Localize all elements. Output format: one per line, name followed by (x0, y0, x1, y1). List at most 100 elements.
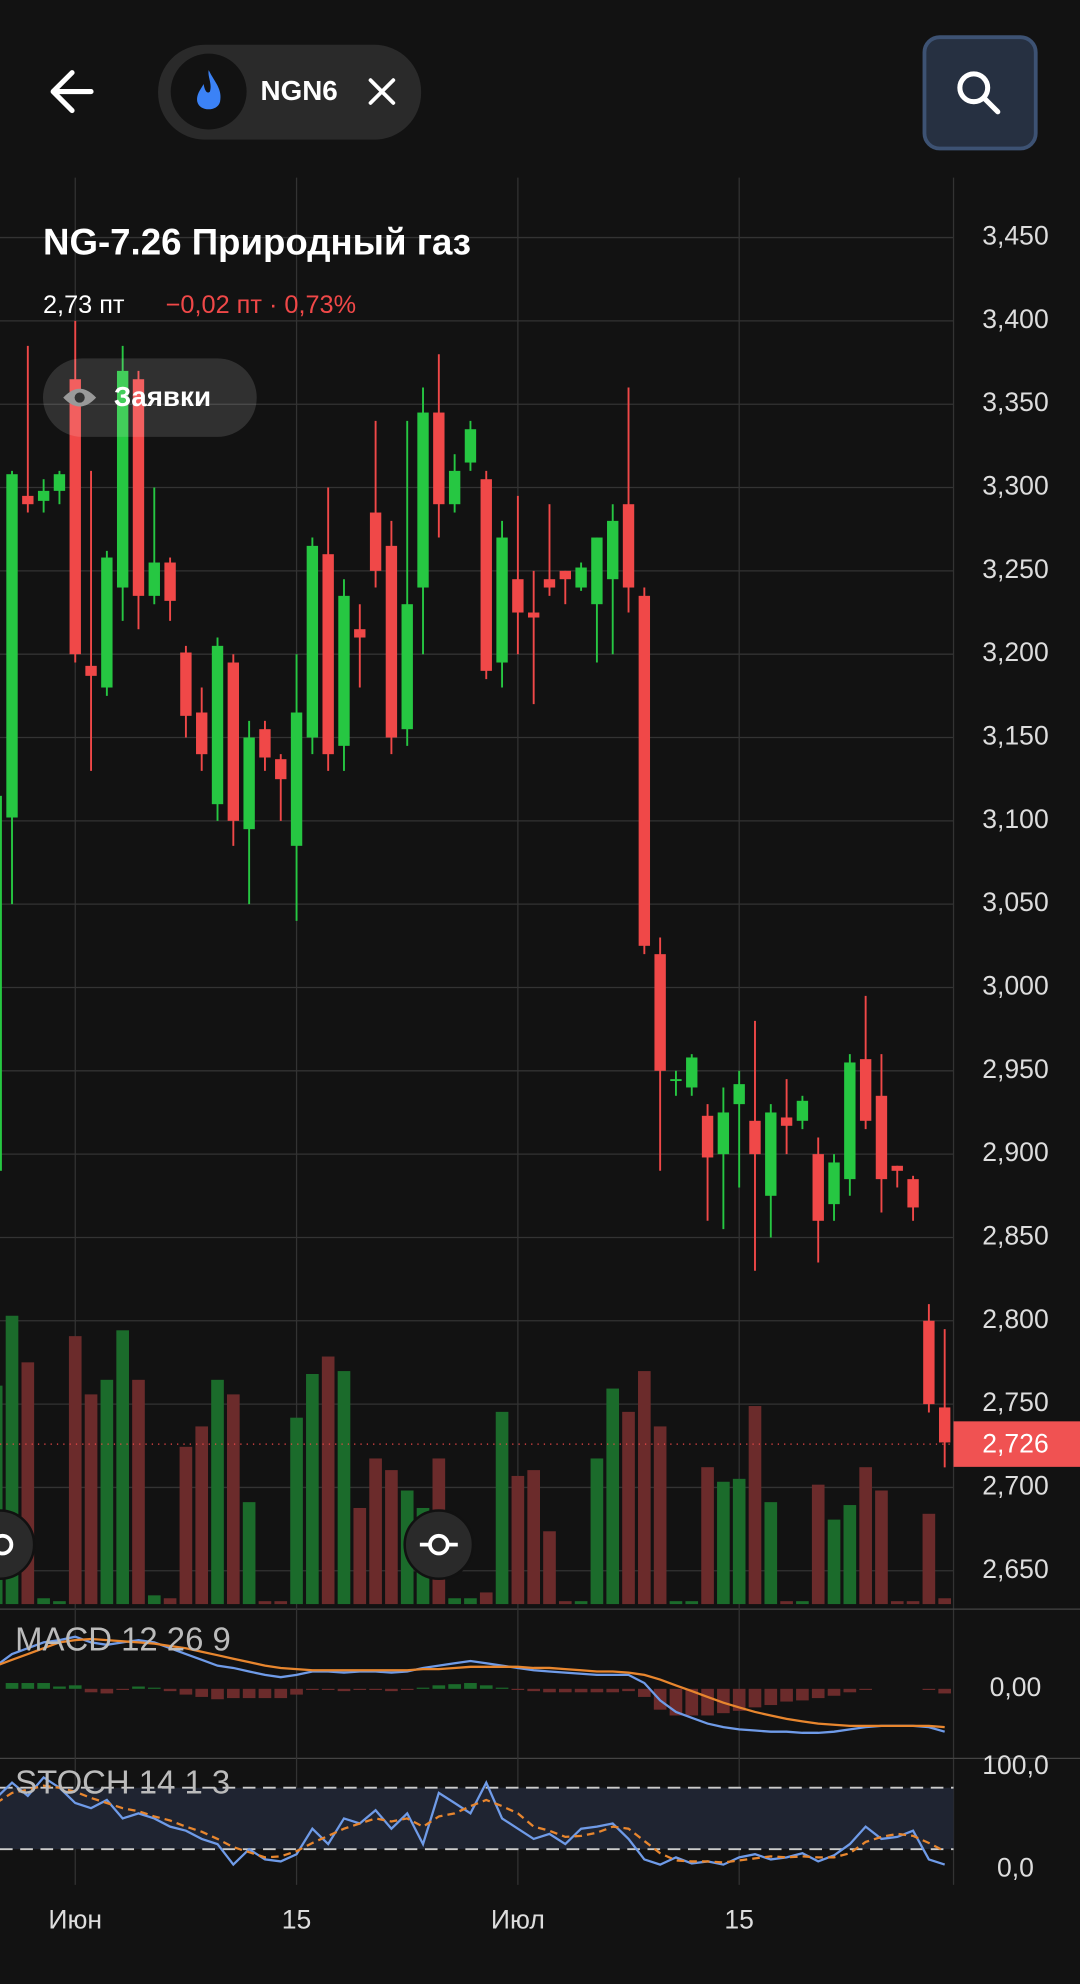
volume-bar (0, 1385, 3, 1605)
stoch-line (0, 1784, 946, 1864)
macd-histogram-bar (385, 1688, 398, 1692)
candle-body (480, 479, 492, 671)
y-tick-label: 0,00 (990, 1672, 1042, 1702)
macd-histogram-bar (590, 1688, 604, 1693)
macd-histogram-bar (274, 1688, 288, 1699)
volume-bar (369, 1458, 382, 1605)
candle-body (559, 570, 571, 580)
search-button[interactable] (922, 35, 1038, 151)
candle-body (369, 512, 382, 571)
volume-bar (479, 1592, 493, 1605)
candle-body (875, 1095, 888, 1180)
candle-body (196, 712, 208, 755)
volume-bar (227, 1394, 240, 1605)
macd-histogram-bar (574, 1688, 588, 1693)
volume-bar (464, 1598, 477, 1605)
volume-bar (68, 1336, 82, 1605)
volume-bar (638, 1371, 651, 1605)
candle-body (512, 579, 524, 613)
candle-body (527, 612, 540, 618)
macd-histogram-bar (432, 1685, 446, 1689)
volume-bar (780, 1601, 793, 1605)
orders-button[interactable] (42, 358, 257, 437)
macd-histogram-bar (796, 1688, 809, 1701)
candle-body (385, 545, 398, 738)
macd-histogram-bar (116, 1688, 129, 1690)
candle-body (401, 604, 413, 730)
macd-histogram-bar (922, 1688, 936, 1690)
macd-histogram-bar (290, 1688, 303, 1695)
candle-body (844, 1062, 856, 1180)
close-chip[interactable] (368, 78, 396, 105)
volume-bar (147, 1595, 161, 1605)
x-tick-label: Июл (491, 1905, 545, 1935)
volume-bar (132, 1379, 145, 1605)
macd-histogram-bar (780, 1688, 793, 1702)
y-tick-label: 3,300 (982, 471, 1048, 501)
y-tick-label: 0,0 (997, 1853, 1034, 1883)
macd-histogram-bar (5, 1683, 19, 1689)
candle-body (69, 379, 81, 655)
volume-bar (116, 1330, 129, 1605)
macd-histogram-bar (37, 1683, 50, 1689)
instrument-title: NG-7.26 Природный газ (43, 221, 471, 262)
macd-histogram-bar (859, 1688, 872, 1690)
candle-body (670, 1079, 682, 1082)
macd-histogram-bar (464, 1683, 477, 1689)
macd-histogram-bar (211, 1688, 224, 1700)
drag-handle[interactable] (0, 1509, 36, 1581)
macd-histogram-bar (400, 1688, 414, 1690)
macd-histogram-bar (321, 1688, 335, 1690)
candle-body (132, 379, 145, 596)
macd-histogram-bar (717, 1688, 730, 1714)
macd-histogram-bar (843, 1688, 857, 1693)
volume-bar (732, 1478, 746, 1605)
macd-histogram-bar (84, 1688, 98, 1693)
volume-bar (843, 1505, 857, 1605)
candle-body (701, 1115, 714, 1158)
volume-bar (258, 1601, 272, 1605)
y-tick-label: 2,800 (982, 1304, 1048, 1334)
macd-histogram-bar (558, 1688, 572, 1693)
volume-bar (385, 1470, 398, 1605)
y-tick-label: 100,0 (982, 1750, 1048, 1780)
candle-body (765, 1112, 777, 1196)
candle-body (938, 1407, 951, 1443)
last-price-box (953, 1421, 1080, 1467)
candle-body (37, 490, 50, 501)
drag-handle[interactable] (403, 1509, 475, 1581)
macd-line (0, 1637, 945, 1729)
candle-body (433, 412, 445, 505)
volume-bar (890, 1601, 904, 1605)
candle-body (622, 504, 635, 588)
macd-histogram-bar (306, 1688, 319, 1690)
candle-body (227, 662, 240, 821)
macd-histogram-bar (495, 1687, 509, 1689)
volume-bar (811, 1484, 825, 1605)
price-change: −0,02 пт · 0,73% (166, 291, 356, 319)
x-tick-label: 15 (724, 1905, 754, 1935)
macd-line (0, 1635, 945, 1734)
y-tick-label: 3,200 (982, 637, 1048, 667)
candle-body (907, 1179, 919, 1208)
back-button[interactable] (50, 70, 94, 114)
candle-body (22, 495, 34, 505)
x-tick-label: Июн (48, 1905, 102, 1935)
candle-body (717, 1112, 730, 1155)
macd-histogram-bar (685, 1688, 699, 1716)
y-tick-label: 2,700 (982, 1470, 1048, 1500)
volume-bar (622, 1411, 635, 1605)
y-tick-label: 2,850 (982, 1220, 1048, 1250)
candle-body (891, 1165, 903, 1171)
macd-histogram-bar (195, 1688, 209, 1697)
macd-histogram-bar (827, 1688, 841, 1696)
volume-bar (527, 1470, 540, 1605)
macd-histogram-bar (163, 1688, 177, 1692)
volume-bar (748, 1406, 762, 1605)
candle-body (464, 429, 477, 463)
macd-histogram-bar (132, 1686, 145, 1689)
macd-histogram-bar (938, 1688, 952, 1694)
x-tick-label: 15 (282, 1905, 312, 1935)
volume-bar (242, 1502, 256, 1605)
